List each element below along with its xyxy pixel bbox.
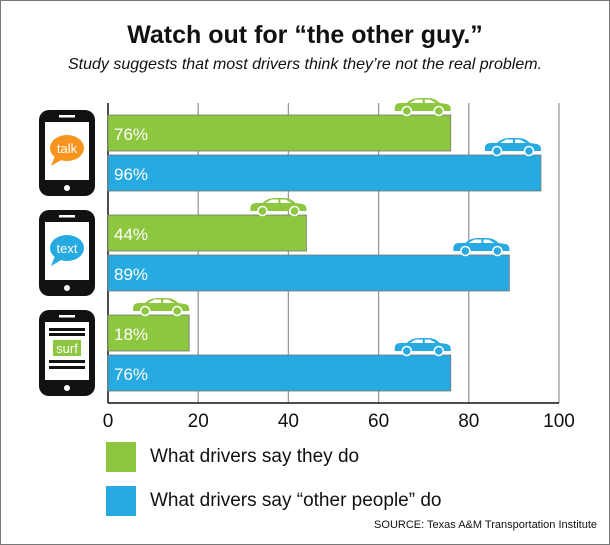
bar-value-label: 18% [114,325,148,344]
car-wheel [433,105,445,117]
chart-subtitle: Study suggests that most drivers think t… [67,56,542,73]
car-window [265,199,292,203]
car-window [409,99,436,103]
phone-button [64,185,70,191]
car-window [409,339,436,343]
x-tick-label: 0 [103,411,114,432]
bar-talk-others [107,154,542,192]
car-icon [484,138,541,157]
phone-button [64,385,70,391]
x-tick-label: 20 [188,411,209,432]
speech-bubble-icon [50,135,84,161]
car-wheel [401,345,413,357]
phone-icon: text [39,210,95,296]
chart-title: Watch out for “the other guy.” [127,21,483,49]
text-line-icon [49,366,85,369]
bar-text-self [107,214,307,252]
car-wheel [139,305,151,317]
phone-icon-label: talk [57,141,78,156]
car-icon [394,98,451,117]
bar-value-label: 96% [114,165,148,184]
car-wheel [523,145,535,157]
legend-label: What drivers say “other people” do [150,490,442,511]
car-window [499,139,526,143]
phone-icon-label: surf [56,341,78,356]
bar-value-label: 76% [114,125,148,144]
text-line-icon [49,333,85,336]
car-icon [133,298,190,317]
car-wheel [491,145,503,157]
bar-value-label: 44% [114,225,148,244]
bar-surf-others [107,354,452,392]
legend-item-others: What drivers say “other people” do [106,486,441,516]
phone-icon: surf [39,310,95,396]
legend-swatch-green [106,442,136,472]
speech-bubble-tail [51,156,63,166]
car-wheel [433,345,445,357]
speech-bubble-icon [50,235,84,261]
phone-speaker [59,315,75,318]
surf-box [53,340,81,356]
x-tick-label: 100 [543,411,575,432]
source-note: SOURCE: Texas A&M Transportation Institu… [374,519,597,531]
legend-swatch-blue [106,486,136,516]
x-tick-label: 40 [278,411,299,432]
car-wheel [492,245,503,257]
text-line-icon [49,328,85,331]
bar-value-label: 89% [114,265,148,284]
bar-surf-self [107,314,190,352]
car-icon [250,198,307,217]
phone-speaker [59,215,75,218]
bar-text-others [107,254,510,292]
x-tick-label: 80 [458,411,479,432]
phone-icon-label: text [57,241,78,256]
bar-talk-self [107,114,452,152]
text-line-icon [49,360,85,363]
phone-speaker [59,115,75,118]
car-wheel [257,205,268,217]
car-wheel [460,245,471,257]
car-window [468,239,495,243]
phone-button [64,285,70,291]
legend-label: What drivers say they do [150,446,360,467]
car-icon [453,238,510,257]
x-tick-label: 60 [368,411,389,432]
car-wheel [171,305,183,317]
speech-bubble-tail [51,256,63,266]
car-wheel [289,205,300,217]
phone-icon: talk [39,110,95,196]
car-icon [394,338,451,357]
car-window [148,299,175,303]
legend-item-self: What drivers say they do [106,442,359,472]
car-wheel [401,105,413,117]
bar-value-label: 76% [114,365,148,384]
